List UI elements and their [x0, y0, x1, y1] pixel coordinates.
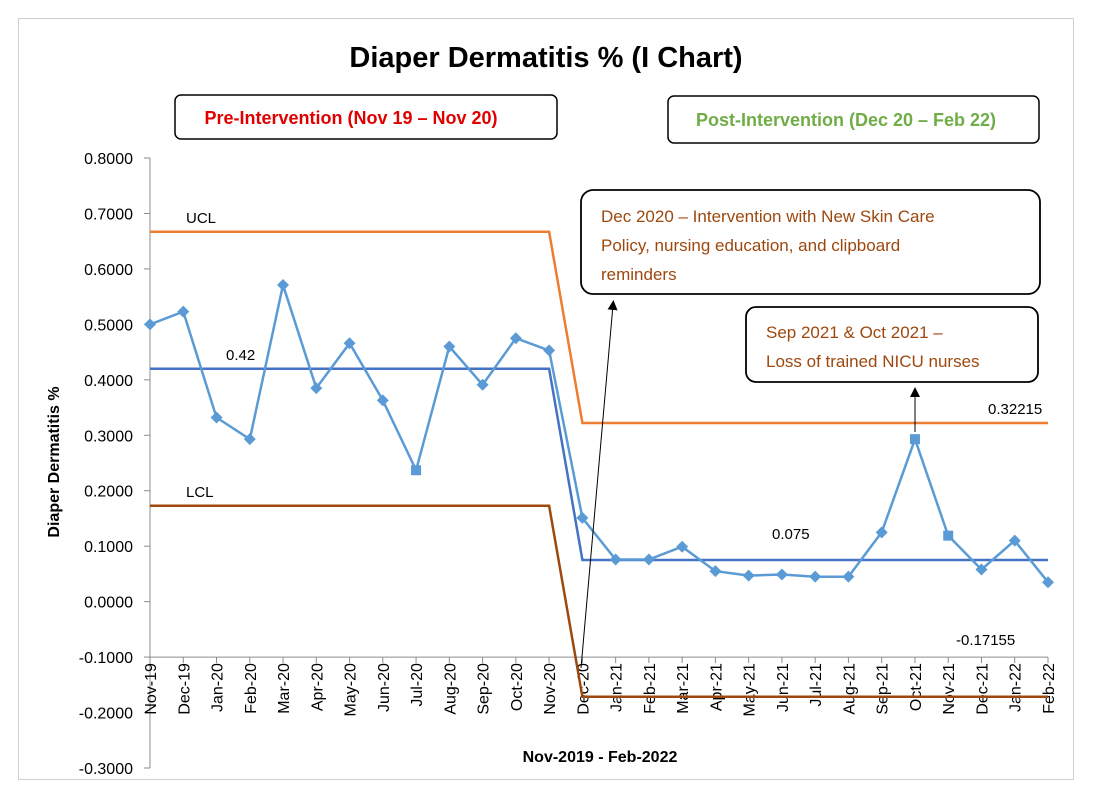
data-point — [676, 540, 689, 553]
x-tick-label: Jul-20 — [409, 663, 426, 707]
data-point — [543, 344, 556, 357]
data-point — [509, 332, 522, 345]
intervention-callout-line-3: reminders — [601, 265, 677, 284]
x-tick-label: Mar-21 — [675, 663, 692, 714]
y-tick-label: -0.1000 — [79, 650, 133, 667]
x-tick-label: Apr-21 — [708, 663, 725, 711]
x-tick-label: Jan-21 — [609, 663, 626, 712]
data-point — [1008, 534, 1021, 547]
y-tick-label: 0.0000 — [84, 595, 133, 612]
y-tick-label: 0.1000 — [84, 539, 133, 556]
intervention-callout-box — [580, 189, 1041, 295]
data-point — [775, 568, 788, 581]
y-tick-label: -0.3000 — [79, 761, 133, 778]
center-line-post-label: 0.075 — [772, 526, 810, 543]
data-point — [709, 565, 722, 578]
data-point-square — [411, 465, 422, 476]
x-tick-label: Jan-20 — [210, 663, 227, 712]
y-tick-label: 0.8000 — [84, 151, 133, 168]
y-axis-title: Diaper Dermatitis % — [46, 386, 63, 537]
data-point — [742, 569, 755, 582]
y-axis: 0.8000 0.7000 0.6000 0.5000 0.4000 0.3000 0.20… — [79, 151, 151, 778]
lcl-post-label: -0.17155 — [956, 632, 1015, 649]
data-point — [277, 278, 290, 291]
data-point-square — [909, 434, 920, 445]
x-tick-label: Nov-21 — [941, 663, 958, 715]
data-point — [177, 305, 190, 318]
x-tick-label: Apr-20 — [309, 663, 326, 711]
y-tick-label: 0.7000 — [84, 206, 133, 223]
data-point — [210, 411, 223, 424]
intervention-arrow — [580, 300, 618, 669]
data-point — [144, 318, 156, 331]
x-tick-label: Dec-19 — [176, 663, 193, 715]
data-point — [609, 553, 622, 566]
data-point — [642, 553, 655, 566]
chart-title: Diaper Dermatitis % (I Chart) — [349, 42, 742, 74]
data-point — [809, 570, 822, 583]
post-intervention-label: Post-Intervention (Dec 20 – Feb 22) — [696, 110, 996, 130]
data-point — [1042, 576, 1054, 589]
y-tick-label: -0.2000 — [79, 706, 133, 723]
intervention-callout-line-2: Policy, nursing education, and clipboard — [601, 236, 900, 255]
data-point — [576, 511, 589, 524]
x-tick-label: Aug-20 — [442, 663, 459, 715]
data-point — [310, 382, 323, 395]
x-tick-label: Aug-21 — [841, 663, 858, 715]
lcl-line — [150, 504, 1048, 699]
x-tick-label: Sep-20 — [476, 663, 493, 715]
y-tick-label: 0.6000 — [84, 262, 133, 279]
control-lines — [150, 230, 1048, 699]
x-tick-label: May-20 — [343, 663, 360, 716]
data-point-square — [943, 530, 954, 541]
x-tick-label: Sep-21 — [875, 663, 892, 715]
y-tick-label: 0.2000 — [84, 484, 133, 501]
x-tick-label: Jun-20 — [376, 663, 393, 712]
data-point — [376, 394, 389, 407]
lcl-label: LCL — [186, 484, 214, 501]
staff-loss-callout-line-2: Loss of trained NICU nurses — [766, 352, 980, 371]
data-point — [343, 337, 356, 350]
x-tick-label: May-21 — [742, 663, 759, 716]
series-layer — [144, 278, 1054, 589]
x-tick-label: Mar-20 — [276, 663, 293, 714]
center-line — [150, 367, 1048, 562]
x-tick-label: Nov-19 — [143, 663, 160, 715]
x-tick-label: Jan-22 — [1008, 663, 1025, 712]
data-point — [443, 340, 456, 353]
intervention-callout-line-1: Dec 2020 – Intervention with New Skin Ca… — [601, 207, 935, 226]
x-tick-label: Oct-20 — [509, 663, 526, 711]
x-tick-label: Feb-22 — [1041, 663, 1058, 714]
chart-frame — [18, 18, 1074, 780]
x-tick-label: Jun-21 — [775, 663, 792, 712]
center-line-pre-label: 0.42 — [226, 347, 255, 364]
data-point — [842, 570, 855, 583]
y-tick-label: 0.5000 — [84, 317, 133, 334]
y-tick-label: 0.3000 — [84, 428, 133, 445]
ucl-label: UCL — [186, 210, 216, 227]
ucl-post-label: 0.32215 — [988, 401, 1042, 418]
x-tick-label: Feb-20 — [243, 663, 260, 714]
data-point — [975, 563, 988, 576]
x-tick-label: Dec-21 — [974, 663, 991, 715]
staff-loss-callout-box — [745, 306, 1039, 383]
x-tick-label: Nov-20 — [542, 663, 559, 715]
data-point — [243, 433, 256, 446]
series-line — [149, 280, 1049, 583]
data-point — [476, 378, 489, 391]
x-axis: Nov-19 Dec-19 Jan-20 Feb-20 Mar-20 Apr-20 May-… — [143, 656, 1058, 716]
x-tick-label: Jul-21 — [808, 663, 825, 707]
y-tick-label: 0.4000 — [84, 373, 133, 390]
staff-loss-callout-line-1: Sep 2021 & Oct 2021 – — [766, 323, 943, 342]
pre-intervention-label: Pre-Intervention (Nov 19 – Nov 20) — [204, 108, 497, 128]
post-intervention-box — [667, 95, 1040, 144]
pre-intervention-box — [174, 94, 558, 140]
x-tick-label: Feb-21 — [642, 663, 659, 714]
x-axis-title: Nov-2019 - Feb-2022 — [523, 749, 678, 766]
data-point — [875, 526, 888, 539]
x-tick-label: Oct-21 — [908, 663, 925, 711]
ucl-line — [150, 230, 1048, 425]
